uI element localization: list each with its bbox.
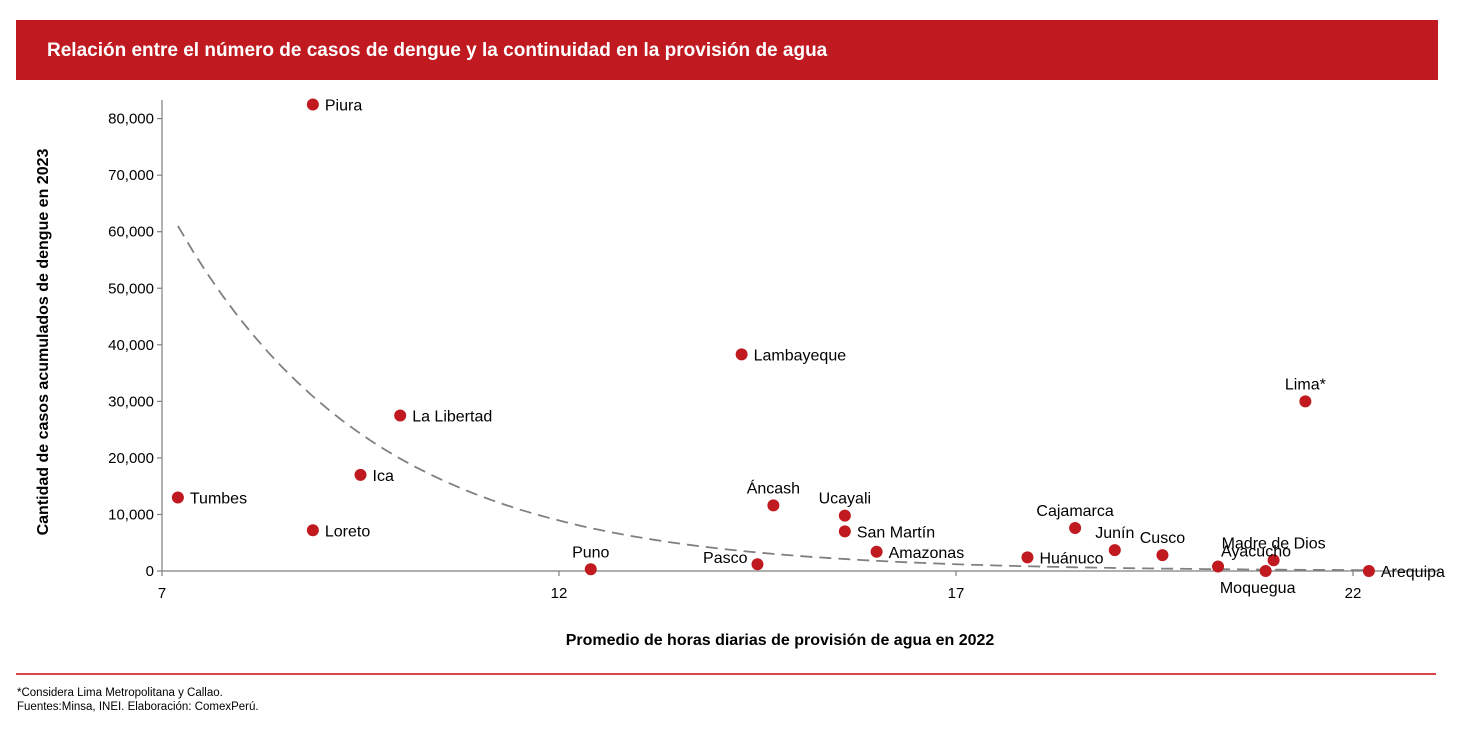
y-tick-label: 70,000 <box>108 167 154 184</box>
point-ucayali <box>838 509 851 522</box>
y-axis-label: Cantidad de casos acumulados de dengue e… <box>35 149 52 536</box>
point-ica <box>354 468 367 481</box>
label-ucayali: Ucayali <box>819 491 871 508</box>
x-tick-label: 17 <box>948 585 965 602</box>
point-arequipa <box>1362 565 1375 577</box>
label-ica: Ica <box>373 468 394 485</box>
label-cusco: Cusco <box>1140 530 1185 547</box>
point-huanuco <box>1021 551 1034 564</box>
title-banner: Relación entre el número de casos de den… <box>16 20 1438 80</box>
point-cusco <box>1156 549 1169 562</box>
chart-title: Relación entre el número de casos de den… <box>47 40 828 61</box>
label-moquegua: Moquegua <box>1220 580 1296 597</box>
point-lambayeque <box>735 348 748 361</box>
point-cajamarca <box>1069 522 1082 535</box>
point-amazonas <box>870 545 883 558</box>
x-tick-label: 12 <box>551 585 568 602</box>
label-cajamarca: Cajamarca <box>1036 503 1113 520</box>
label-pasco: Pasco <box>703 550 748 567</box>
label-ayacucho: Ayacucho <box>1221 543 1291 560</box>
point-madre-de-dios <box>1267 554 1280 567</box>
label-huanuco: Huánuco <box>1039 550 1103 567</box>
y-tick-label: 20,000 <box>108 450 154 467</box>
footnote-lima: *Considera Lima Metropolitana y Callao. <box>17 687 223 699</box>
label-puno: Puno <box>572 544 609 561</box>
label-la-libertad: La Libertad <box>412 408 492 425</box>
label-ancash: Áncash <box>747 478 800 497</box>
y-tick-label: 40,000 <box>108 337 154 354</box>
y-tick-label: 0 <box>146 563 154 580</box>
label-loreto: Loreto <box>325 523 370 540</box>
footnote-sources: Fuentes:Minsa, INEI. Elaboración: ComexP… <box>17 701 259 713</box>
point-tumbes <box>171 491 184 504</box>
label-piura: Piura <box>325 97 362 114</box>
point-san-martin <box>838 525 851 538</box>
y-tick-label: 60,000 <box>108 224 154 241</box>
point-ayacucho <box>1212 560 1225 573</box>
point-labels: Piura Tumbes Loreto Ica La Libertad Puno Lamba… <box>190 97 1445 597</box>
point-junin <box>1108 544 1121 557</box>
y-tick-label: 30,000 <box>108 393 154 410</box>
point-lima <box>1299 395 1312 408</box>
trendline-path <box>177 225 1369 572</box>
point-ancash <box>767 499 780 512</box>
y-tick-label: 50,000 <box>108 280 154 297</box>
x-tick-label: 7 <box>158 585 166 602</box>
y-tick-label: 10,000 <box>108 506 154 523</box>
label-junin: Junín <box>1095 525 1134 542</box>
label-san-martin: San Martín <box>857 524 935 541</box>
point-pasco <box>751 558 764 571</box>
label-arequipa: Arequipa <box>1381 564 1445 581</box>
point-loreto <box>306 524 319 537</box>
label-amazonas: Amazonas <box>889 545 965 562</box>
footer-divider <box>16 673 1436 675</box>
y-tick-label: 80,000 <box>108 111 154 128</box>
point-moquegua <box>1259 565 1272 577</box>
data-points <box>171 98 1375 577</box>
x-axis-label: Promedio de horas diarias de provisión d… <box>566 632 995 649</box>
label-tumbes: Tumbes <box>190 490 247 507</box>
label-madre-de-dios: Madre de Dios <box>1222 535 1326 552</box>
scatter-chart: 0 10,000 20,000 30,000 40,000 50,000 60,000 70,… <box>35 97 1445 649</box>
axes: 0 10,000 20,000 30,000 40,000 50,000 60,000 70,… <box>108 100 1440 602</box>
trendline <box>177 225 1369 572</box>
point-piura <box>306 98 319 111</box>
label-lima: Lima* <box>1285 376 1326 393</box>
x-tick-label: 22 <box>1345 585 1362 602</box>
point-puno <box>584 563 597 576</box>
point-la-libertad <box>394 409 407 422</box>
label-lambayeque: Lambayeque <box>754 347 847 364</box>
